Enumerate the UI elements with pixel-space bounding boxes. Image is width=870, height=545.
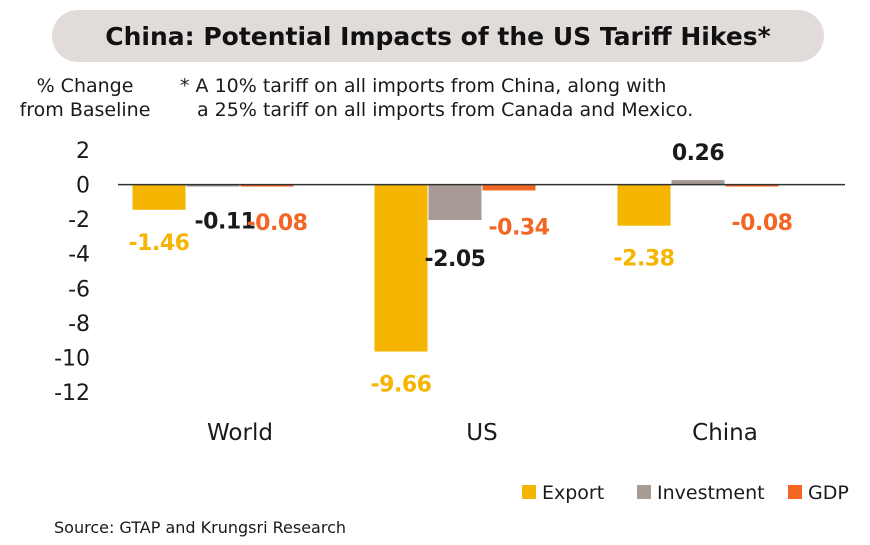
data-label-gdp-world: -0.08 [247, 211, 308, 236]
y-axis-label-line1: % Change [36, 75, 134, 97]
legend-swatch-export [522, 485, 536, 499]
legend-label-export: Export [542, 482, 604, 504]
legend-swatch-investment [637, 485, 651, 499]
y-tick-label: -2 [68, 208, 90, 233]
bar-export-world [132, 184, 186, 210]
bar-investment-world [186, 184, 240, 187]
y-tick-label: -4 [68, 243, 90, 268]
bar-gdp-world [240, 184, 294, 187]
bar-export-china [617, 184, 671, 226]
bar-gdp-china [725, 184, 779, 187]
data-label-export-us: -9.66 [371, 373, 432, 398]
bar-investment-us [428, 184, 482, 221]
x-category-label-us: US [466, 420, 497, 446]
x-category-label-china: China [692, 420, 758, 446]
data-label-investment-world: -0.11 [195, 210, 256, 235]
y-axis-label-line2: from Baseline [19, 99, 151, 121]
legend-label-investment: Investment [657, 482, 765, 504]
y-tick-label: -12 [54, 381, 90, 406]
data-label-export-china: -2.38 [614, 247, 675, 272]
data-label-export-world: -1.46 [129, 231, 190, 256]
y-tick-label: 2 [76, 139, 90, 164]
y-tick-label: -8 [68, 312, 90, 337]
footnote-asterisk: * A 10% tariff on all imports from China… [180, 74, 820, 122]
y-tick-label: -10 [54, 346, 90, 371]
data-label-investment-us: -2.05 [425, 247, 486, 272]
y-tick-label: 0 [76, 174, 90, 199]
bar-export-us [374, 184, 428, 352]
source-note: Source: GTAP and Krungsri Research [54, 518, 346, 537]
footnote-line1: * A 10% tariff on all imports from China… [180, 75, 667, 97]
y-tick-label: -6 [68, 277, 90, 302]
data-label-investment-china: 0.26 [672, 141, 724, 166]
chart-title: China: Potential Impacts of the US Tarif… [105, 21, 771, 51]
chart-title-banner: China: Potential Impacts of the US Tarif… [52, 10, 824, 62]
data-label-gdp-us: -0.34 [489, 215, 550, 240]
bar-investment-china [671, 180, 725, 185]
data-label-gdp-china: -0.08 [732, 211, 793, 236]
footnote-line2: a 25% tariff on all imports from Canada … [197, 99, 694, 121]
legend-label-gdp: GDP [808, 482, 849, 504]
x-category-label-world: World [207, 420, 273, 446]
bar-gdp-us [482, 184, 536, 191]
legend-swatch-gdp [788, 485, 802, 499]
y-axis-label: % Change from Baseline [10, 74, 160, 122]
